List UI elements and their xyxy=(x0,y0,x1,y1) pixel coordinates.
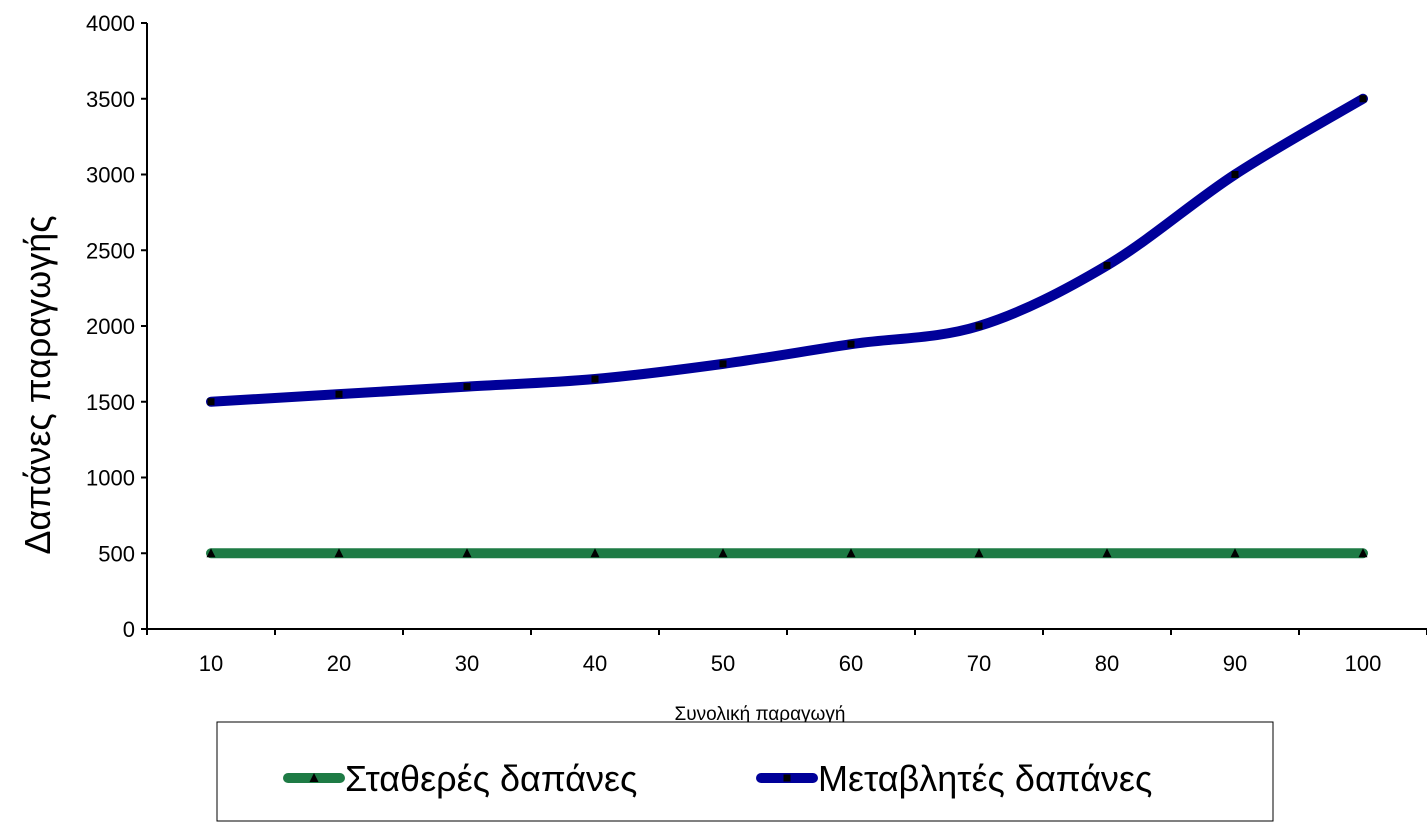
legend-items: Σταθερές δαπάνες Μεταβλητές δαπάνες xyxy=(283,758,1152,799)
x-tick-label: 90 xyxy=(1223,651,1247,676)
legend-box xyxy=(216,721,1274,822)
x-tick-label: 50 xyxy=(711,651,735,676)
y-axis-ticks: 0 500 1000 1500 2000 2500 3000 3500 4000 xyxy=(86,11,147,642)
data-point-marker xyxy=(975,322,983,330)
x-tick-label: 10 xyxy=(199,651,223,676)
x-tick-label: 20 xyxy=(327,651,351,676)
y-tick-label: 1000 xyxy=(86,466,135,491)
data-point-marker xyxy=(335,390,343,398)
y-tick-label: 500 xyxy=(98,541,135,566)
legend-label: Σταθερές δαπάνες xyxy=(345,758,637,799)
series-layer xyxy=(206,93,1368,559)
data-point-marker xyxy=(207,398,215,406)
data-point-marker xyxy=(718,548,728,558)
data-point-marker xyxy=(719,360,727,368)
data-point-marker xyxy=(847,340,855,348)
data-point-marker xyxy=(206,548,216,558)
x-tick-label: 60 xyxy=(839,651,863,676)
x-axis-ticks: 10 20 30 40 50 60 70 80 90 100 xyxy=(146,629,1427,676)
x-tick-label: 70 xyxy=(967,651,991,676)
series-line xyxy=(206,93,1368,407)
x-tick-label: 80 xyxy=(1095,651,1119,676)
y-axis-title: Δαπάνες παραγωγής xyxy=(17,215,58,554)
data-point-marker xyxy=(591,375,599,383)
series-2 xyxy=(206,93,1368,407)
y-tick-label: 2500 xyxy=(86,238,135,263)
y-tick-label: 0 xyxy=(123,617,135,642)
data-point-marker xyxy=(1231,171,1239,178)
series-1 xyxy=(206,548,1368,559)
x-tick-label: 40 xyxy=(583,651,607,676)
data-point-marker xyxy=(846,548,856,558)
data-point-marker xyxy=(1102,548,1112,558)
data-point-marker xyxy=(334,548,344,558)
y-tick-label: 3500 xyxy=(86,87,135,112)
legend-marker xyxy=(783,774,791,782)
axes xyxy=(146,23,1427,630)
x-tick-label: 30 xyxy=(455,651,479,676)
data-point-marker xyxy=(462,548,472,558)
y-tick-label: 3000 xyxy=(86,163,135,188)
legend-label: Μεταβλητές δαπάνες xyxy=(818,758,1152,799)
legend-item: Σταθερές δαπάνες xyxy=(283,758,637,799)
legend-marker xyxy=(309,773,319,782)
y-tick-label: 1500 xyxy=(86,390,135,415)
data-point-marker xyxy=(1358,548,1368,558)
legend-item: Μεταβλητές δαπάνες xyxy=(756,758,1152,799)
data-point-marker xyxy=(1103,261,1111,269)
y-tick-label: 4000 xyxy=(86,11,135,36)
x-axis-title: Συνολική παραγωγή xyxy=(675,704,846,725)
data-point-marker xyxy=(1359,95,1367,103)
data-point-marker xyxy=(1230,548,1240,558)
data-point-marker xyxy=(590,548,600,558)
y-tick-label: 2000 xyxy=(86,314,135,339)
data-point-marker xyxy=(974,548,984,558)
x-tick-label: 100 xyxy=(1345,651,1382,676)
legend: Σταθερές δαπάνες Μεταβλητές δαπάνες xyxy=(216,721,1274,822)
data-point-marker xyxy=(463,383,471,391)
